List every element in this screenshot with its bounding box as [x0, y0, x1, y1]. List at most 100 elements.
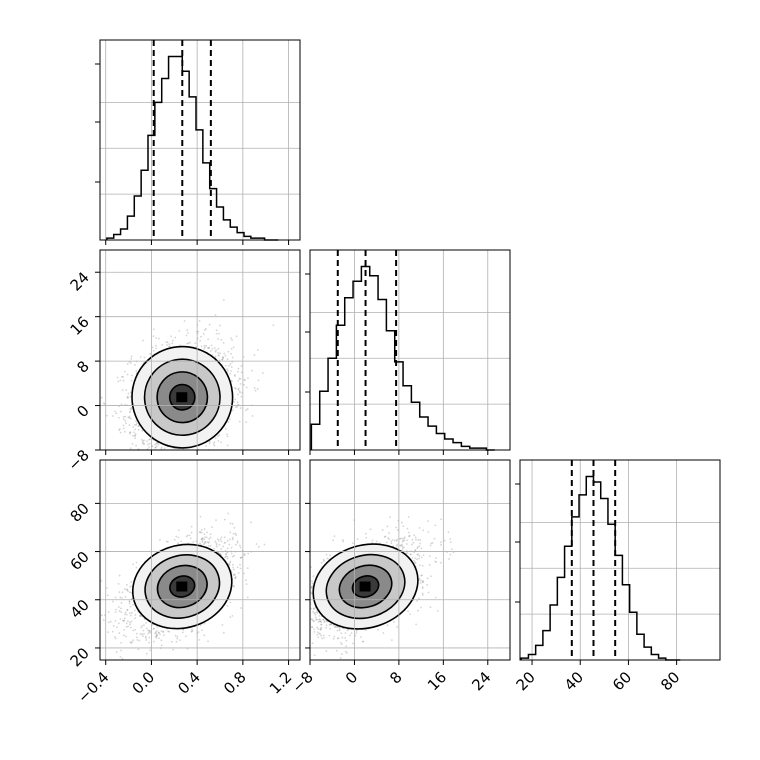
scatter-point: [163, 447, 166, 450]
scatter-point: [255, 543, 258, 545]
scatter-point: [115, 608, 117, 611]
scatter-point: [154, 632, 156, 635]
scatter-point: [217, 539, 220, 542]
hist-2-grid: [520, 460, 720, 660]
scatter-point: [185, 535, 188, 538]
scatter-point: [161, 343, 164, 346]
scatter-point: [118, 591, 121, 594]
scatter-point: [256, 388, 259, 390]
scatter-point: [158, 637, 161, 640]
scatter-point: [141, 625, 144, 628]
scatter-point: [237, 388, 240, 391]
scatter-point: [137, 425, 140, 428]
scatter-point: [251, 415, 254, 417]
scatter-point: [165, 540, 168, 543]
scatter-point: [142, 635, 144, 637]
scatter-point: [235, 543, 237, 546]
scatter-point: [229, 560, 232, 563]
scatter-point: [233, 526, 236, 529]
scatter-point: [158, 538, 161, 541]
scatter-point: [261, 372, 264, 374]
scatter-point: [218, 434, 221, 436]
scatter-point: [158, 337, 160, 340]
scatter-point: [240, 395, 243, 398]
scatter-point: [128, 432, 131, 435]
scatter-point: [245, 409, 247, 412]
scatter-point: [115, 651, 118, 653]
scatter-point: [166, 341, 169, 344]
panel-1-0-grid: [100, 250, 300, 451]
scatter-point: [130, 379, 133, 382]
scatter-point: [129, 447, 132, 450]
scatter-point: [102, 619, 105, 622]
scatter-point: [224, 541, 227, 544]
panel-1-0-peak-bin: [176, 392, 188, 403]
scatter-point: [190, 630, 193, 633]
scatter-point: [237, 379, 240, 382]
scatter-point: [163, 634, 165, 637]
scatter-point: [223, 352, 226, 355]
scatter-point: [215, 543, 218, 546]
scatter-point: [226, 433, 228, 436]
scatter-point: [200, 335, 202, 338]
scatter-point: [206, 346, 209, 349]
scatter-point: [226, 557, 229, 560]
scatter-point: [132, 434, 134, 437]
scatter-point: [215, 329, 218, 332]
scatter-point: [125, 625, 128, 628]
scatter-point: [201, 629, 203, 632]
scatter-point: [245, 421, 248, 423]
scatter-point: [220, 536, 223, 539]
scatter-point: [221, 623, 224, 626]
scatter-point: [134, 617, 137, 620]
scatter-point: [232, 563, 234, 566]
hist-0-grid: [100, 40, 300, 240]
scatter-point: [160, 446, 163, 449]
scatter-point: [199, 624, 202, 627]
scatter-point: [175, 640, 178, 643]
scatter-point: [119, 618, 122, 620]
scatter-point: [223, 536, 226, 539]
scatter-point: [220, 548, 223, 550]
scatter-point: [100, 580, 103, 582]
scatter-point: [152, 349, 155, 352]
scatter-point: [245, 386, 248, 389]
hist-1-grid: [309, 250, 510, 450]
scatter-point: [121, 597, 123, 599]
scatter-point: [198, 530, 201, 533]
scatter-point: [141, 440, 144, 443]
scatter-point: [134, 628, 137, 631]
scatter-point: [157, 442, 159, 445]
scatter-point: [128, 600, 131, 603]
scatter-point: [190, 531, 193, 534]
scatter-point: [114, 611, 117, 614]
scatter-point: [226, 435, 229, 438]
scatter-point: [231, 522, 234, 525]
scatter-point: [201, 537, 204, 540]
scatter-point: [178, 639, 181, 641]
scatter-point: [222, 342, 225, 344]
scatter-point: [134, 364, 136, 366]
scatter-point: [117, 582, 120, 585]
scatter-point: [238, 377, 241, 380]
scatter-point: [114, 596, 117, 599]
scatter-point: [244, 379, 246, 382]
scatter-point: [118, 622, 120, 625]
scatter-point: [128, 600, 131, 603]
scatter-point: [123, 430, 126, 433]
scatter-point: [208, 346, 211, 349]
scatter-point: [130, 357, 133, 360]
scatter-point: [200, 528, 203, 531]
scatter-point: [245, 583, 248, 586]
scatter-point: [235, 534, 238, 536]
scatter-point: [160, 448, 163, 450]
scatter-point: [228, 364, 231, 367]
scatter-point: [160, 644, 163, 647]
scatter-point: [122, 424, 125, 427]
scatter-point: [234, 387, 236, 390]
scatter-point: [129, 585, 132, 588]
scatter-point: [228, 543, 231, 546]
scatter-point: [149, 438, 151, 441]
scatter-point: [225, 555, 227, 558]
scatter-point: [124, 611, 127, 614]
